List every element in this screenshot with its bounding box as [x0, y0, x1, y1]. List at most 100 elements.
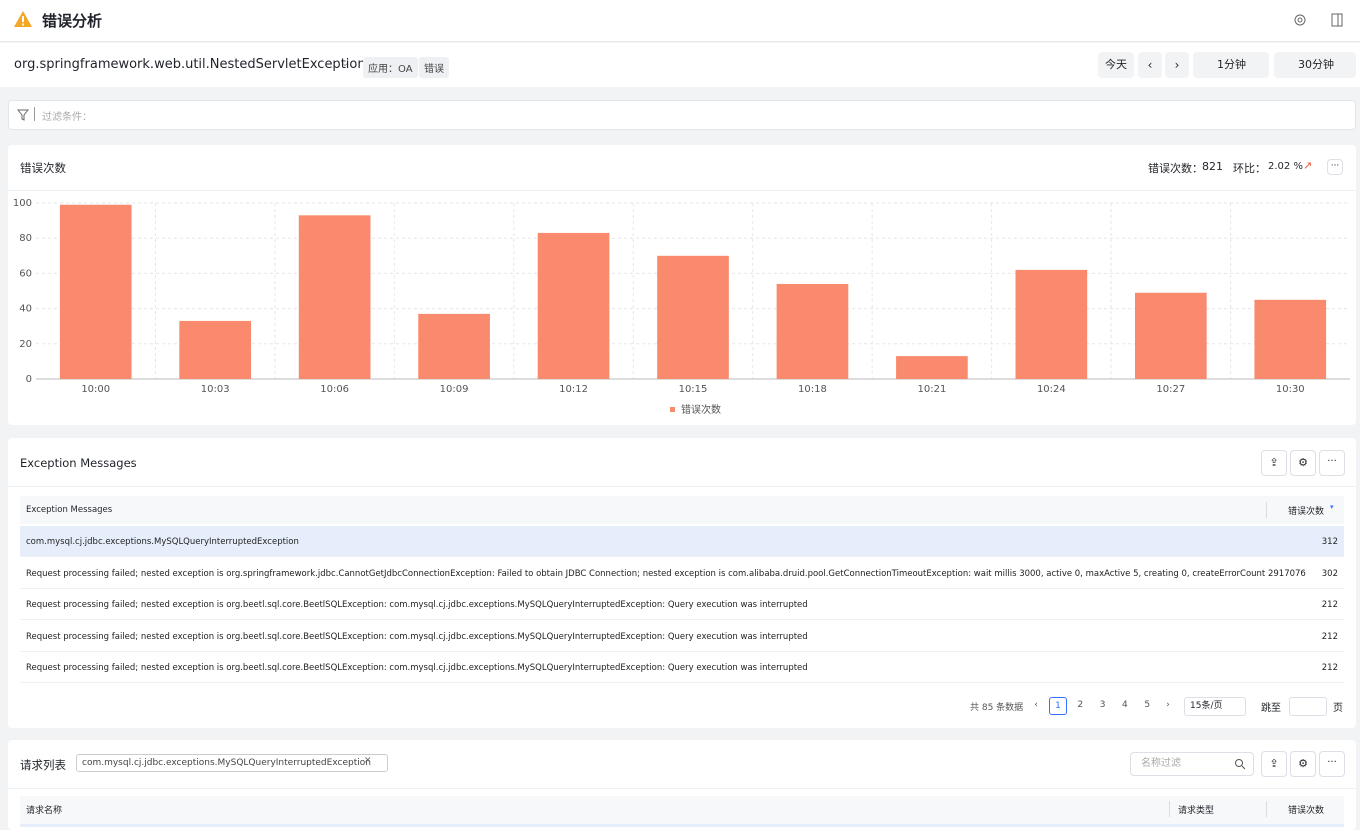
tag-close[interactable]: ✕ [364, 756, 372, 766]
column-header: Exception Messages [26, 505, 112, 515]
y-tick-label: 40 [19, 304, 32, 315]
export-button[interactable]: ⇪ [1261, 450, 1287, 476]
card-title: 错误次数 [20, 160, 66, 176]
export-button[interactable]: ⇪ [1261, 751, 1287, 777]
prev-button[interactable]: ‹ [1138, 52, 1162, 78]
bar [299, 215, 371, 379]
dropdown-caret[interactable]: ⌄ [341, 58, 349, 69]
filter-tag[interactable]: com.mysql.cj.jdbc.exceptions.MySQLQueryI… [76, 754, 388, 772]
divider [8, 788, 1356, 789]
cell-count: 212 [1322, 663, 1338, 673]
total-count: 共 85 条数据 [970, 700, 1023, 713]
more-button[interactable]: ··· [1327, 159, 1343, 175]
page-size-select[interactable]: 15条/页 [1184, 697, 1246, 716]
table-row[interactable]: Request processing failed; nested except… [20, 652, 1344, 683]
x-tick-label: 10:27 [1156, 384, 1185, 395]
cursor [34, 107, 35, 121]
book-icon[interactable] [1331, 13, 1343, 27]
card-title: Exception Messages [20, 456, 137, 470]
page-button[interactable]: 3 [1094, 697, 1112, 715]
page-button[interactable]: 5 [1138, 697, 1156, 715]
search-icon [1234, 758, 1246, 770]
x-tick-label: 10:18 [798, 384, 827, 395]
x-tick-label: 10:00 [81, 384, 110, 395]
bar [538, 233, 610, 379]
page-unit: 页 [1333, 699, 1343, 714]
more-button[interactable]: ··· [1319, 450, 1345, 476]
x-tick-label: 10:30 [1276, 384, 1305, 395]
bar-chart: 0 20 40 60 80 100 错误次数 10:00 10:03 10:06 10:09 10:1… [0, 190, 1360, 425]
ratio-label: 环比： [1233, 160, 1266, 176]
cell-count: 212 [1322, 632, 1338, 642]
cell-message: Request processing failed; nested except… [26, 663, 808, 673]
table-row[interactable]: Request processing failed; nested except… [20, 621, 1344, 652]
card-title: 请求列表 [20, 757, 66, 773]
jump-input[interactable] [1289, 697, 1327, 716]
x-tick-label: 10:21 [917, 384, 946, 395]
divider [8, 486, 1356, 487]
table-row[interactable]: Request processing failed; nested except… [20, 589, 1344, 620]
tag: 错误 [419, 57, 449, 78]
table-row[interactable]: com.mysql.cj.jdbc.exceptions.MySQLQueryI… [20, 526, 1344, 557]
interval-select[interactable]: 1分钟 [1193, 52, 1269, 78]
bar [60, 205, 132, 379]
trend-icon: ↗ [1303, 159, 1312, 172]
column-divider [1266, 801, 1267, 817]
legend-marker [670, 407, 675, 412]
legend-label: 错误次数 [681, 403, 721, 416]
cell-message: Request processing failed; nested except… [26, 632, 808, 642]
more-button[interactable]: ··· [1319, 751, 1345, 777]
column-divider [1169, 801, 1170, 817]
x-tick-label: 10:09 [440, 384, 469, 395]
range-select[interactable]: 30分钟 [1274, 52, 1356, 78]
cell-message: Request processing failed; nested except… [26, 569, 1306, 579]
prev-page[interactable]: ‹ [1027, 697, 1045, 715]
page-title: 错误分析 [42, 10, 102, 31]
column-header: 请求名称 [26, 803, 62, 816]
filter-placeholder: 过滤条件： [42, 108, 92, 123]
y-tick-label: 80 [19, 233, 32, 244]
sort-icon[interactable]: ▾ [1330, 503, 1334, 511]
page-button[interactable]: 2 [1071, 697, 1089, 715]
cell-count: 302 [1322, 569, 1338, 579]
x-tick-label: 10:03 [201, 384, 230, 395]
jump-label: 跳至 [1261, 699, 1281, 714]
cell-count: 212 [1322, 600, 1338, 610]
cell-message: com.mysql.cj.jdbc.exceptions.MySQLQueryI… [26, 537, 299, 547]
column-header: 错误次数 [1288, 803, 1324, 816]
settings-icon[interactable] [1293, 13, 1307, 27]
bar [418, 314, 490, 379]
bar [777, 284, 849, 379]
filter-icon [17, 109, 29, 121]
column-header: 请求类型 [1178, 803, 1214, 816]
today-button[interactable]: 今天 [1098, 52, 1134, 78]
settings-button[interactable]: ⚙ [1290, 751, 1316, 777]
cell-count: 312 [1322, 537, 1338, 547]
settings-button[interactable]: ⚙ [1290, 450, 1316, 476]
table-row[interactable]: Request processing failed; nested except… [20, 558, 1344, 589]
bar [1254, 300, 1326, 379]
tag: 应用：OA [363, 57, 418, 78]
y-tick-label: 60 [19, 268, 32, 279]
filter-bar[interactable] [8, 100, 1356, 130]
x-tick-label: 10:15 [679, 384, 708, 395]
summary-value: 821 [1202, 160, 1223, 173]
y-tick-label: 0 [26, 374, 32, 385]
cell-message: Request processing failed; nested except… [26, 600, 808, 610]
bar [896, 356, 968, 379]
x-tick-label: 10:24 [1037, 384, 1066, 395]
y-tick-label: 20 [19, 339, 32, 350]
table-header [20, 496, 1344, 524]
exception-name[interactable]: org.springframework.web.util.NestedServl… [14, 57, 366, 72]
bar [179, 321, 251, 379]
y-tick-label: 100 [13, 198, 32, 209]
page-button[interactable]: 4 [1116, 697, 1134, 715]
x-tick-label: 10:12 [559, 384, 588, 395]
next-button[interactable]: › [1165, 52, 1189, 78]
next-page[interactable]: › [1159, 697, 1177, 715]
page-button[interactable]: 1 [1049, 697, 1067, 715]
x-tick-label: 10:06 [320, 384, 349, 395]
top-bar [0, 0, 1360, 42]
table-header [20, 796, 1344, 824]
bar [657, 256, 729, 379]
